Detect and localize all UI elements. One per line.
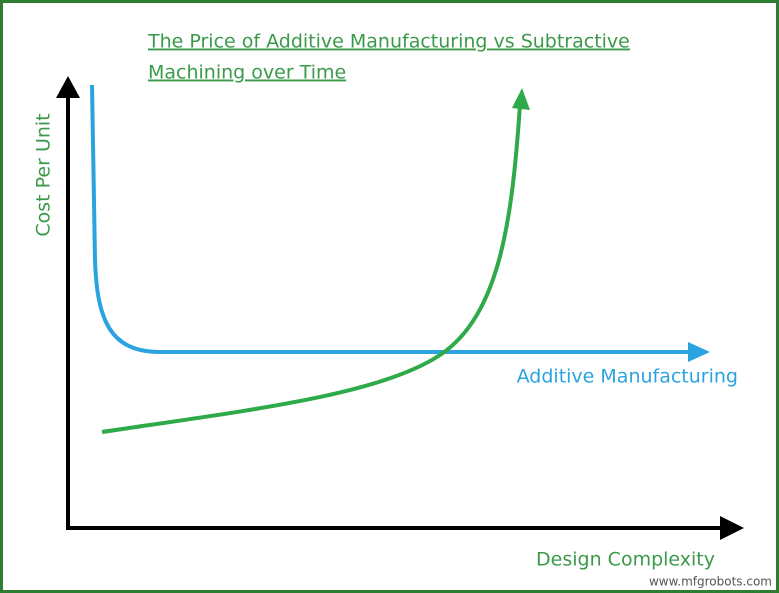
x-axis-arrow bbox=[720, 516, 744, 540]
curve-label: Additive Manufacturing bbox=[517, 366, 738, 388]
x-axis-label: Design Complexity bbox=[536, 549, 715, 571]
subtractive-arrow bbox=[512, 88, 530, 110]
y-axis-arrow bbox=[56, 76, 80, 98]
additive-arrow bbox=[688, 342, 710, 362]
watermark: www.mfgrobots.com bbox=[649, 575, 772, 589]
title-line: The Price of Additive Manufacturing vs S… bbox=[147, 31, 630, 53]
additive-curve bbox=[90, 84, 690, 354]
y-axis-label: Cost Per Unit bbox=[33, 113, 55, 236]
subtractive-curve bbox=[101, 104, 522, 434]
title-line: Machining over Time bbox=[148, 62, 346, 84]
